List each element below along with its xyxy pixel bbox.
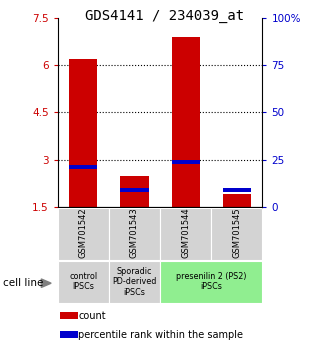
Bar [211, 208, 262, 260]
Bar [160, 208, 211, 260]
Bar [58, 208, 109, 260]
Bar [109, 261, 160, 303]
Bar [69, 165, 97, 169]
Text: GSM701542: GSM701542 [79, 208, 88, 258]
Bar [60, 331, 78, 338]
Text: GSM701543: GSM701543 [130, 207, 139, 258]
Text: presenilin 2 (PS2)
iPSCs: presenilin 2 (PS2) iPSCs [176, 272, 247, 291]
Text: cell line: cell line [3, 278, 44, 288]
Text: control
IPSCs: control IPSCs [69, 272, 97, 291]
Bar [120, 176, 148, 207]
Text: GSM701544: GSM701544 [181, 208, 190, 258]
Text: percentile rank within the sample: percentile rank within the sample [78, 330, 243, 340]
Bar [120, 188, 148, 192]
Bar [109, 208, 160, 260]
Bar [60, 312, 78, 319]
Text: count: count [78, 311, 106, 321]
Bar [172, 37, 200, 207]
Text: GSM701545: GSM701545 [232, 208, 241, 258]
Bar [69, 59, 97, 207]
Bar [160, 261, 262, 303]
Bar [223, 188, 251, 192]
Polygon shape [41, 279, 51, 287]
Bar [58, 261, 109, 303]
Text: GDS4141 / 234039_at: GDS4141 / 234039_at [85, 9, 245, 23]
Bar [223, 194, 251, 207]
Bar [172, 160, 200, 164]
Text: Sporadic
PD-derived
iPSCs: Sporadic PD-derived iPSCs [112, 267, 157, 297]
